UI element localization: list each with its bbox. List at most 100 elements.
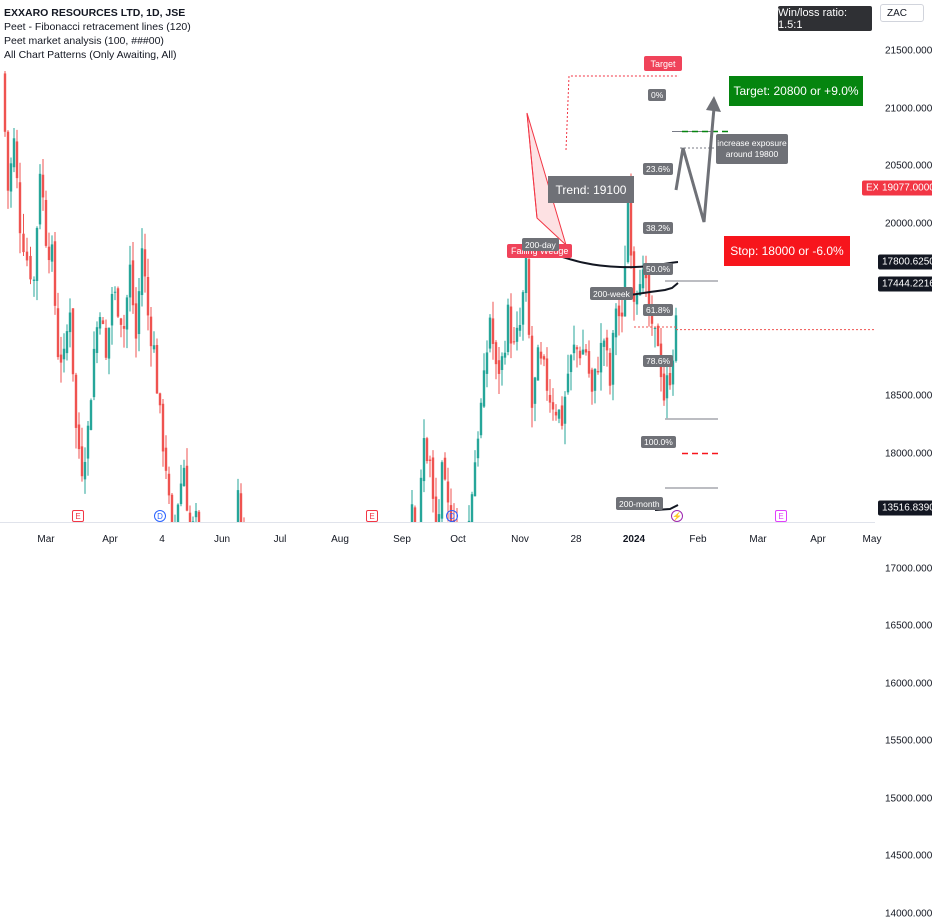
candle-down <box>71 308 75 375</box>
price-tick-label: 14000.0000 <box>885 908 932 919</box>
earnings-event-icon[interactable]: E <box>72 510 84 522</box>
candle-down <box>605 337 609 351</box>
ma-200-month-label: 200-month <box>616 497 663 510</box>
lightning-event-icon[interactable]: ⚡ <box>671 510 683 522</box>
target-tag: Target <box>644 56 682 71</box>
candle-down <box>116 288 120 317</box>
candle-up <box>473 462 477 497</box>
candle-up <box>65 331 69 354</box>
candle-up <box>125 297 129 330</box>
time-axis[interactable]: Mar Apr 4 Jun Jul Aug Sep Oct Nov 28 2024 Feb Mar Apr… <box>0 522 881 551</box>
candle-down <box>584 349 588 353</box>
candle-down <box>662 373 666 401</box>
candle-up <box>194 510 198 518</box>
dividend-event-icon[interactable]: D <box>154 510 166 522</box>
candle-up <box>9 163 13 192</box>
candle-down <box>632 251 636 302</box>
candle-up <box>614 308 618 338</box>
candle-down <box>185 465 189 511</box>
candle-down <box>101 320 105 325</box>
fib-label-0: 0% <box>648 89 667 101</box>
candle-up <box>437 514 441 522</box>
candle-up <box>515 327 519 342</box>
candle-up <box>671 360 675 385</box>
time-tick-label: Jun <box>213 534 231 545</box>
candle-down <box>15 141 19 179</box>
candle-up <box>599 342 603 373</box>
candle-down <box>446 481 450 503</box>
candle-up <box>641 269 645 289</box>
candle-down <box>497 360 501 374</box>
ma-200-week-price-tag: 17444.2216 <box>878 276 932 292</box>
candle-down <box>25 251 29 261</box>
price-chart[interactable] <box>0 0 875 522</box>
candle-up <box>611 332 615 385</box>
candle-down <box>104 327 108 358</box>
candle-down <box>545 358 549 391</box>
candle-up <box>95 327 99 354</box>
candle-down <box>629 189 633 256</box>
candle-up <box>533 377 537 404</box>
candle-down <box>620 312 624 317</box>
time-tick-label: Sep <box>393 534 411 545</box>
candle-down <box>77 424 81 450</box>
current-price-tag: 19077.0000 <box>878 180 932 196</box>
projection-arrow-icon <box>706 96 721 112</box>
candle-down <box>47 246 51 261</box>
candle-up <box>482 370 486 407</box>
candle-down <box>647 275 651 315</box>
target-box: Target: 20800 or +9.0% <box>729 76 863 106</box>
price-tick-label: 20000.0000 <box>885 218 932 229</box>
candle-up <box>521 292 525 325</box>
price-tick-label: 21000.0000 <box>885 103 932 114</box>
candle-up <box>500 356 504 371</box>
legend-indicator-patterns[interactable]: All Chart Patterns (Only Awaiting, All) <box>4 49 177 61</box>
candle-down <box>167 473 171 496</box>
candle-up <box>638 284 642 296</box>
candle-down <box>188 512 192 522</box>
candle-up <box>557 409 561 419</box>
candle-down <box>3 73 7 132</box>
stop-box: Stop: 18000 or -6.0% <box>724 236 850 266</box>
legend-indicator-fib[interactable]: Peet - Fibonacci retracement lines (120) <box>4 21 191 33</box>
price-tick-label: 18500.0000 <box>885 390 932 402</box>
legend-title: EXXARO RESOURCES LTD, 1D, JSE <box>4 7 186 19</box>
candle-down <box>656 325 660 347</box>
candle-up <box>137 291 141 335</box>
candle-down <box>650 315 654 324</box>
candle-down <box>41 174 45 198</box>
price-tick-label: 21500.0000 <box>885 45 932 57</box>
candle-down <box>170 494 174 522</box>
candle-down <box>530 335 534 408</box>
currency-selector[interactable]: ZAC <box>880 4 924 22</box>
exposure-note-line2: around 19800 <box>725 149 779 159</box>
candle-down <box>425 438 429 462</box>
earnings-event-icon[interactable]: E <box>366 510 378 522</box>
candle-down <box>80 446 84 477</box>
candle-down <box>428 459 432 461</box>
candle-up <box>236 490 240 522</box>
chart-area[interactable]: EXXARO RESOURCES LTD, 1D, JSE Peet - Fib… <box>0 0 875 522</box>
candle-down <box>155 344 159 394</box>
candle-up <box>176 504 180 522</box>
candle-down <box>575 347 579 350</box>
candle-down <box>431 457 435 499</box>
candle-down <box>668 373 672 386</box>
time-tick-label: 28 <box>570 534 582 545</box>
candle-down <box>44 199 48 246</box>
candle-up <box>569 355 573 373</box>
candle-up <box>470 494 474 522</box>
earnings-event-icon[interactable]: E <box>775 510 787 522</box>
time-tick-label: Apr <box>810 534 826 545</box>
candle-up <box>536 347 540 381</box>
candle-up <box>602 340 606 347</box>
candle-up <box>488 317 492 349</box>
candle-up <box>89 400 93 430</box>
ma-200-month-price-tag: 13516.8390 <box>878 500 932 516</box>
time-tick-label: Nov <box>511 534 529 545</box>
candle-down <box>560 405 564 426</box>
legend-indicator-market[interactable]: Peet market analysis (100, ###00) <box>4 35 164 47</box>
candle-up <box>35 227 39 281</box>
candle-up <box>518 325 522 331</box>
dividend-event-icon[interactable]: D <box>446 510 458 522</box>
